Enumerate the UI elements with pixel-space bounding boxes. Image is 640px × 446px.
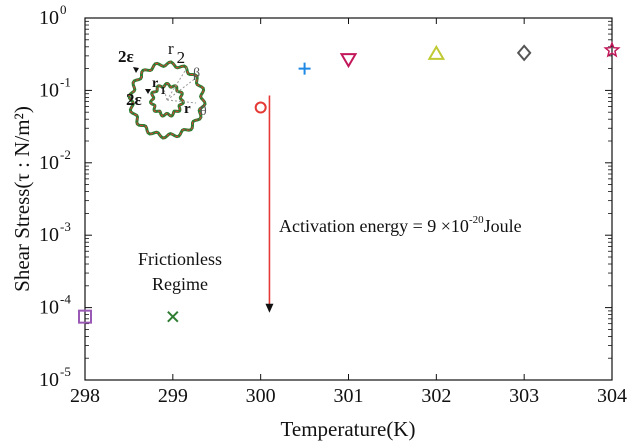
- activation-energy-unit: Joule: [484, 216, 522, 236]
- r1-radius-line: [162, 85, 168, 101]
- data-markers: [78, 41, 621, 324]
- x-axis-ticks: 298 299 300 301 302 303 304: [70, 18, 627, 407]
- x-tick-label: 301: [334, 385, 364, 407]
- inset-label-r: r: [184, 101, 191, 117]
- marker-square-298K: [78, 309, 92, 324]
- inset-label-theta: θ: [200, 104, 207, 119]
- activation-energy-annotation: Activation energy = 9 ×10-20Joule: [279, 214, 522, 236]
- y-tick-base: 10: [39, 224, 59, 246]
- theta-angle-line: [166, 99, 197, 104]
- y-tick-label: 10: [39, 297, 59, 319]
- frictionless-regime-line1: Frictionless: [138, 249, 222, 269]
- marker-star-304K: [603, 41, 621, 58]
- marker-triangle-up-302K: [427, 44, 446, 60]
- y-tick-base: 10: [39, 152, 59, 174]
- y-tick-exponent: -1: [60, 74, 71, 89]
- y-tick-base: 10: [39, 297, 59, 319]
- x-tick-label: 304: [597, 385, 627, 407]
- activation-arrow-layer: [265, 95, 274, 313]
- x-tick-label: 300: [246, 385, 276, 407]
- activation-arrow-head: [265, 303, 274, 313]
- y-tick-exponent: -4: [60, 292, 71, 307]
- y-axis-title: Shear Stress(τ : N/m²): [10, 106, 34, 292]
- y-tick-base: 10: [39, 79, 59, 101]
- y-tick-exponent: 0: [60, 2, 67, 17]
- y-tick-label: 10: [39, 79, 59, 101]
- y-tick-label: 10: [39, 224, 59, 246]
- y-tick-base: 10: [39, 369, 59, 391]
- y-tick-label: 10: [39, 369, 59, 391]
- marker-x-299K: [167, 310, 179, 323]
- y-tick-label: 10: [39, 7, 59, 29]
- inner-epsilon-marker: [145, 89, 151, 94]
- inset-label-beta: β: [193, 66, 200, 81]
- x-tick-label: 303: [509, 385, 539, 407]
- frictionless-regime-line2: Regime: [152, 274, 208, 294]
- plot-area-frame: [84, 17, 613, 381]
- r2-radius-line: [166, 65, 189, 101]
- inset-label-2eps-outer: 2ε: [118, 47, 134, 66]
- y-tick-exponent: -2: [60, 147, 71, 162]
- y-tick-label: 10: [39, 152, 59, 174]
- outer-tube-ring-highlight: [128, 61, 206, 139]
- x-tick-label: 302: [421, 385, 451, 407]
- outer-epsilon-marker: [133, 67, 139, 73]
- marker-triangle-down-301K: [339, 53, 358, 69]
- marker-circle-300K: [254, 101, 267, 114]
- marker-plus-300-5K: [298, 62, 311, 75]
- x-axis-title: Temperature(K): [281, 417, 416, 441]
- activation-energy-exponent: -20: [469, 214, 484, 226]
- inset-label-r2-sub: 2: [177, 48, 186, 67]
- y-tick-exponent: -3: [60, 219, 71, 234]
- inset-label-2eps-inner: 2ε: [126, 90, 142, 109]
- marker-diamond-303K: [516, 44, 532, 62]
- x-tick-label: 298: [70, 385, 100, 407]
- x-tick-label: 299: [158, 385, 188, 407]
- y-tick-exponent: -5: [60, 364, 71, 379]
- y-tick-base: 10: [39, 7, 59, 29]
- inset-label-r1-sub: 1: [160, 85, 166, 97]
